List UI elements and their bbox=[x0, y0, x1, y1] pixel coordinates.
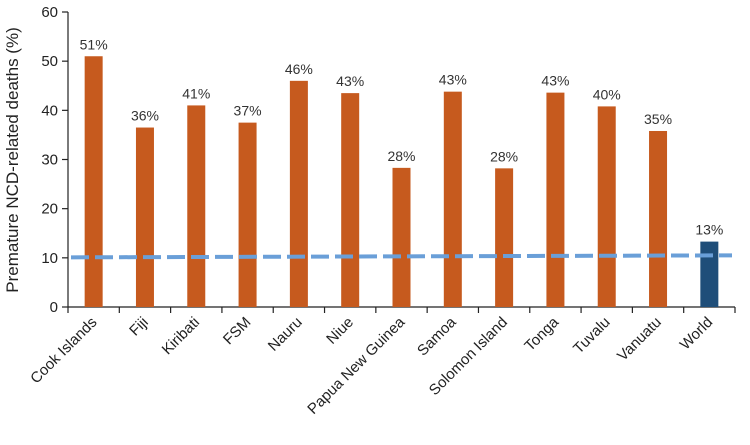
category-label: Nauru bbox=[265, 314, 306, 355]
bar-vanuatu bbox=[649, 130, 668, 307]
bar-tuvalu bbox=[597, 106, 616, 308]
bar-tonga bbox=[546, 92, 565, 307]
bar-fiji bbox=[135, 127, 154, 308]
bar-solomon-island bbox=[495, 168, 514, 307]
data-label: 13% bbox=[695, 222, 723, 238]
reference-line-group bbox=[70, 253, 733, 260]
bar-papua-new-guinea bbox=[392, 167, 411, 307]
bar-kiribati bbox=[187, 105, 206, 308]
category-label: Vanuatu bbox=[614, 314, 665, 365]
data-label: 43% bbox=[439, 72, 467, 88]
category-label: Tuvalu bbox=[570, 314, 613, 357]
x-axis bbox=[67, 306, 736, 313]
data-label: 28% bbox=[387, 148, 415, 164]
category-label: Fiji bbox=[126, 314, 152, 340]
bar-world bbox=[700, 241, 719, 307]
y-tick-label: 20 bbox=[41, 201, 58, 218]
data-label: 43% bbox=[541, 73, 569, 89]
data-label: 43% bbox=[336, 73, 364, 89]
category-label: Niue bbox=[323, 314, 357, 348]
data-label: 35% bbox=[644, 111, 672, 127]
data-label: 40% bbox=[593, 86, 621, 102]
data-label: 51% bbox=[80, 36, 108, 52]
category-label: Tonga bbox=[521, 313, 562, 354]
bar-cook-islands bbox=[84, 56, 103, 307]
category-label: Samoa bbox=[414, 313, 460, 359]
category-label: Cook Islands bbox=[27, 314, 100, 387]
category-label: Papua New Guinea bbox=[304, 313, 408, 417]
y-tick-label: 10 bbox=[41, 250, 58, 267]
y-tick-label: 30 bbox=[41, 152, 58, 169]
bar-nauru bbox=[289, 80, 308, 307]
data-label: 46% bbox=[285, 61, 313, 77]
category-labels: Cook Islands Fiji Kiribati FSM Nauru NiuePapu… bbox=[27, 313, 716, 417]
data-labels: 51% 36% 41% 37% 46% 43% 28% 43% 28% 43% 40% 35% 13% bbox=[80, 36, 724, 237]
bars bbox=[84, 56, 719, 308]
data-label: 28% bbox=[490, 148, 518, 164]
data-label: 37% bbox=[234, 103, 262, 119]
reference-line bbox=[70, 253, 733, 260]
y-tick-label: 50 bbox=[41, 53, 58, 70]
category-label: Kiribati bbox=[159, 314, 203, 358]
y-axis: 0 10 20 30 40 50 60 bbox=[41, 4, 69, 316]
bar-samoa bbox=[443, 91, 462, 308]
data-label: 36% bbox=[131, 108, 159, 124]
category-label: FSM bbox=[220, 314, 254, 348]
bar-fsm bbox=[238, 122, 257, 307]
bar-niue bbox=[341, 93, 360, 307]
y-tick-label: 60 bbox=[41, 4, 58, 21]
y-axis-title: Premature NCD-related deaths (%) bbox=[3, 27, 22, 292]
y-tick-label: 0 bbox=[50, 299, 58, 316]
y-tick-label: 40 bbox=[41, 102, 58, 119]
category-label: World bbox=[677, 314, 717, 354]
data-label: 41% bbox=[182, 85, 210, 101]
